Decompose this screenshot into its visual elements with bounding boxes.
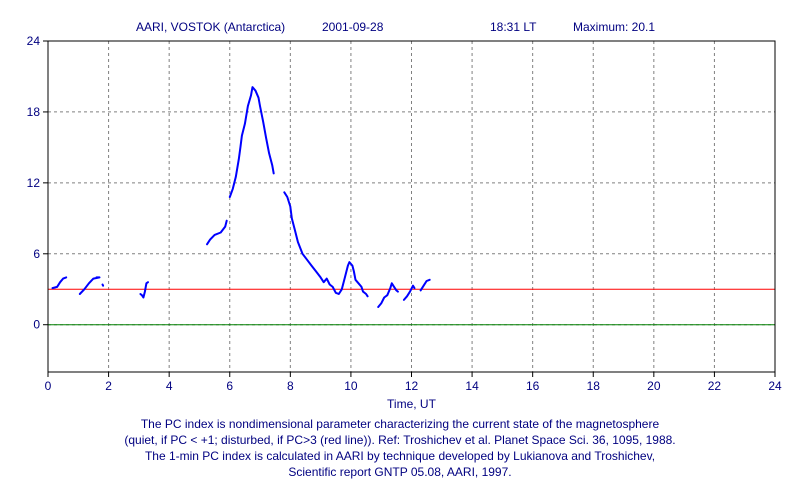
- y-tick-label: 18: [27, 105, 41, 119]
- chart-caption: The PC index is nondimensional parameter…: [0, 416, 800, 480]
- caption-line-1: The PC index is nondimensional parameter…: [140, 417, 660, 431]
- y-tick-label: 6: [33, 247, 40, 261]
- x-tick-label: 10: [344, 379, 358, 393]
- y-tick-label: 12: [27, 176, 41, 190]
- caption-line-4: Scientific report GNTP 05.08, AARI, 1997…: [288, 465, 512, 479]
- series-segment: [419, 278, 431, 292]
- caption-line-2: (quiet, if PC < +1; disturbed, if PC>3 (…: [124, 433, 676, 447]
- x-tick-label: 2: [105, 379, 112, 393]
- header-maximum: Maximum: 20.1: [573, 20, 656, 34]
- series-segment: [139, 281, 149, 299]
- x-tick-label: 4: [166, 379, 173, 393]
- series-segment: [283, 191, 369, 298]
- grid: [48, 41, 775, 372]
- x-tick-label: 18: [587, 379, 601, 393]
- caption-line-3: The 1-min PC index is calculated in AARI…: [144, 449, 656, 463]
- series-segment: [228, 86, 275, 198]
- series-segment: [78, 276, 101, 295]
- x-tick-label: 24: [768, 379, 782, 393]
- header-date: 2001-09-28: [322, 20, 384, 34]
- x-tick-label: 20: [647, 379, 661, 393]
- y-tick-label: 0: [33, 318, 40, 332]
- x-tick-label: 8: [287, 379, 294, 393]
- header-time: 18:31 LT: [490, 20, 537, 34]
- x-tick-label: 22: [708, 379, 722, 393]
- series-segment: [377, 282, 399, 308]
- x-tick-label: 6: [226, 379, 233, 393]
- series-segment: [206, 219, 228, 246]
- x-tick-label: 0: [45, 379, 52, 393]
- x-tick-label: 12: [405, 379, 419, 393]
- series-segment: [101, 283, 105, 287]
- x-axis-label: Time, UT: [387, 397, 437, 411]
- header-station: AARI, VOSTOK (Antarctica): [136, 20, 286, 34]
- x-tick-label: 14: [465, 379, 479, 393]
- series-segment: [51, 276, 68, 290]
- series-pc-index: [51, 86, 431, 308]
- y-tick-label: 24: [27, 34, 41, 48]
- x-tick-label: 16: [526, 379, 540, 393]
- series-segment: [402, 284, 416, 301]
